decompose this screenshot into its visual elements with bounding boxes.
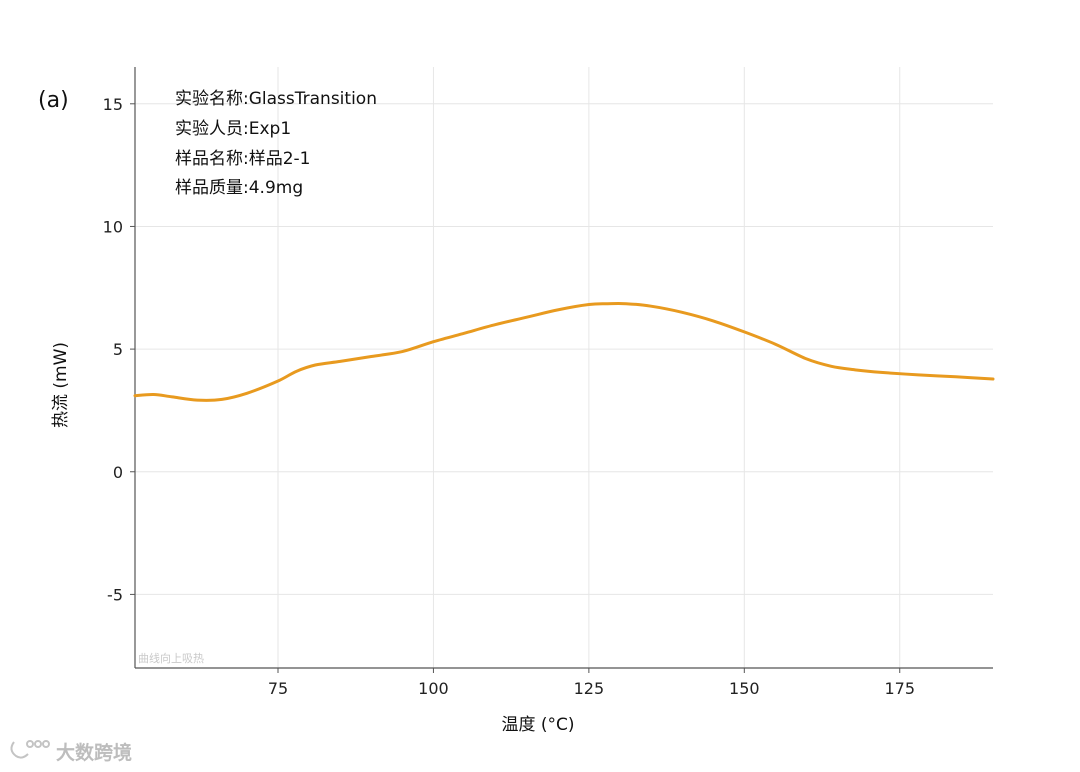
- x-tick-label-1: 100: [418, 679, 449, 698]
- watermark-brand: 大数跨境: [10, 740, 132, 764]
- info-line-sample-mass: 样品质量:4.9mg: [175, 178, 303, 198]
- y-tick-label-1: 0: [113, 463, 123, 482]
- y-tick-label-2: 5: [113, 340, 123, 359]
- axes: [130, 67, 993, 673]
- info-line-experiment-name: 实验名称:GlassTransition: [175, 89, 377, 109]
- y-tick-label-0: -5: [107, 585, 123, 604]
- y-tick-label-4: 15: [103, 95, 123, 114]
- tick-labels: 75 100 125 150 175 -5 0 5 10 15: [103, 95, 915, 698]
- y-tick-label-3: 10: [103, 217, 123, 236]
- x-tick-label-3: 150: [729, 679, 760, 698]
- heat-flow-series-line-0: [133, 301, 995, 402]
- x-tick-label-0: 75: [268, 679, 288, 698]
- y-axis-label: 热流 (mW): [51, 342, 71, 428]
- watermark-brand-text: 大数跨境: [56, 741, 132, 764]
- info-line-sample-name: 样品名称:样品2-1: [175, 149, 311, 169]
- x-tick-label-4: 175: [884, 679, 915, 698]
- x-tick-label-2: 125: [574, 679, 605, 698]
- series: [133, 301, 995, 402]
- info-line-experimenter: 实验人员:Exp1: [175, 119, 291, 139]
- info-box: 实验名称:GlassTransition 实验人员:Exp1 样品名称:样品2-…: [175, 89, 377, 198]
- x-axis-label: 温度 (°C): [501, 715, 574, 735]
- endothermic-up-annotation: 曲线向上吸热: [138, 651, 204, 665]
- panel-label: (a): [38, 88, 69, 113]
- grid: [135, 67, 993, 668]
- brand-logo-icon: [10, 740, 50, 759]
